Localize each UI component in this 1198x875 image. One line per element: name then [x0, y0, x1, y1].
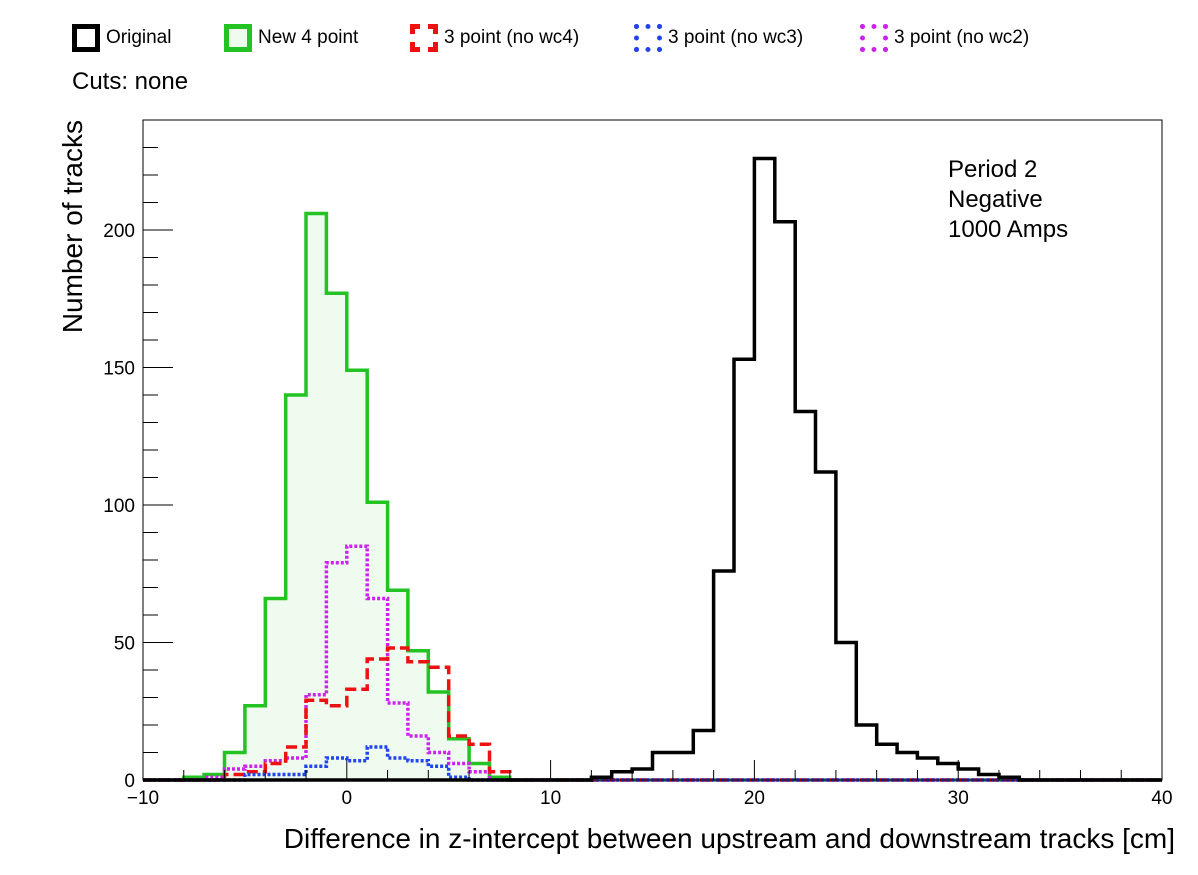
- legend-item-no-wc3: 3 point (no wc3): [634, 18, 803, 58]
- legend-item-no-wc4: 3 point (no wc4): [410, 18, 579, 58]
- annotation-line-1: Period 2: [948, 156, 1037, 183]
- x-tick-label: 20: [744, 788, 765, 809]
- legend-swatch-new-4-point: [224, 24, 252, 52]
- legend-swatch-no-wc2: [860, 24, 888, 52]
- y-tick-label: 150: [103, 359, 135, 380]
- annotation-line-3: 1000 Amps: [948, 216, 1068, 243]
- legend-label-new-4-point: New 4 point: [258, 27, 359, 48]
- legend-swatch-no-wc3: [634, 24, 662, 52]
- x-tick-label: 30: [948, 788, 969, 809]
- y-tick-label: 50: [114, 634, 135, 655]
- series-fill-new-4-point: [143, 213, 1162, 780]
- x-axis-title: Difference in z-intercept between upstre…: [284, 823, 1175, 854]
- legend-label-no-wc2: 3 point (no wc2): [894, 27, 1030, 48]
- x-tick-label: 0: [342, 788, 353, 809]
- legend-item-original: Original: [72, 18, 171, 58]
- legend-label-no-wc3: 3 point (no wc3): [668, 27, 804, 48]
- x-tick-label: −10: [127, 788, 159, 809]
- legend-label-original: Original: [106, 27, 172, 48]
- legend-label-no-wc4: 3 point (no wc4): [444, 27, 580, 48]
- legend-item-new-4-point: New 4 point: [224, 18, 358, 58]
- legend-swatch-original: [72, 24, 100, 52]
- y-axis-title: Number of tracks: [57, 120, 88, 333]
- legend: Original New 4 point 3 point (no wc4) 3 …: [0, 0, 1198, 100]
- series-line-3-point-no-wc2: [143, 544, 1162, 782]
- y-tick-label: 100: [103, 496, 135, 517]
- annotation-line-2: Negative: [948, 186, 1043, 213]
- cuts-label: Cuts: none: [72, 68, 189, 95]
- y-tick-label: 200: [103, 221, 135, 242]
- series-line-3-point-no-wc3: [143, 745, 1162, 782]
- legend-swatch-no-wc4: [410, 24, 438, 52]
- x-tick-label: 10: [540, 788, 561, 809]
- legend-item-no-wc2: 3 point (no wc2): [860, 18, 1029, 58]
- y-tick-label: 0: [124, 771, 135, 792]
- x-tick-label: 40: [1151, 788, 1172, 809]
- series-layer: [143, 156, 1162, 782]
